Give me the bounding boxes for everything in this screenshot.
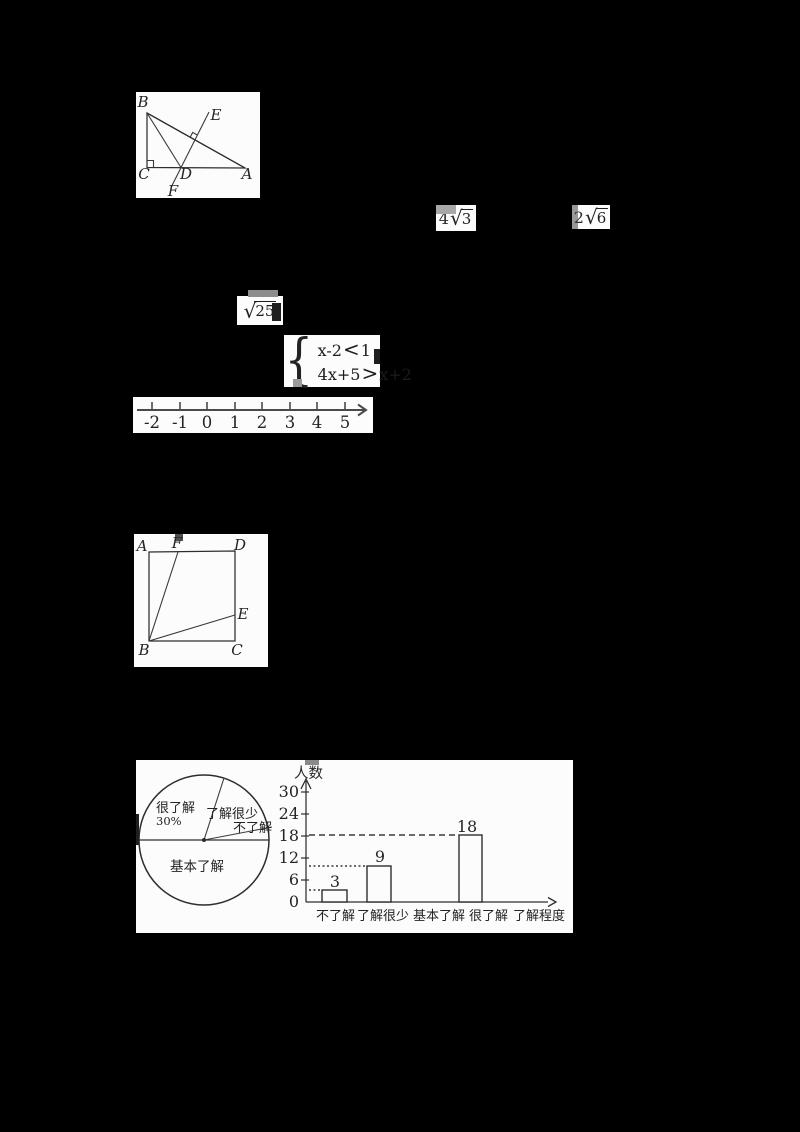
square-figure: A F D B E C <box>134 534 268 667</box>
y-axis-title: 人数 <box>294 765 323 782</box>
bars <box>321 834 483 903</box>
inequality-line-1: x-2<1 <box>318 338 412 362</box>
lhs: 4x+5 <box>317 365 361 384</box>
vertex-label-e: E <box>237 605 249 623</box>
inequality-line-2: 4x+5>x+2 <box>318 362 412 386</box>
x-category-label: 很了解 <box>469 909 508 924</box>
scan-artifact <box>248 290 278 297</box>
pie-label-not-familiar: 不了解 <box>233 821 272 836</box>
tick-label: 5 <box>340 413 351 432</box>
y-tick-label: 18 <box>279 826 299 845</box>
tick-label: 0 <box>202 413 213 432</box>
bar-value-label: 9 <box>375 847 385 866</box>
vertex-label-c: C <box>138 165 150 183</box>
vertex-label-c: C <box>231 641 243 659</box>
x-axis-title: 了解程度 <box>513 908 565 924</box>
x-category-labels: 不了解 了解很少 基本了解 很了解 了解程度 <box>316 908 565 924</box>
bar-value-label: 3 <box>330 872 340 891</box>
vertex-label-f: F <box>167 182 179 198</box>
radical-coefficient: 2 <box>573 207 584 227</box>
sqrt-icon: √ <box>243 298 257 323</box>
inequality-system: { x-2<1 4x+5>x+2 <box>284 328 412 393</box>
y-tick-label: 24 <box>279 804 299 823</box>
y-tick-marks <box>301 791 309 881</box>
pie-label-know-little: 了解很少 <box>206 807 258 822</box>
tick-label: -2 <box>144 413 160 432</box>
vertex-label-d: D <box>233 536 246 554</box>
scan-artifact <box>175 534 183 541</box>
segment-fe <box>170 111 210 188</box>
lhs: x-2 <box>317 341 342 360</box>
bar-not-familiar <box>321 889 348 903</box>
tick-label: 3 <box>285 413 296 432</box>
scan-artifact <box>136 814 139 845</box>
vertex-label-b: B <box>137 641 149 659</box>
square-outline <box>148 550 236 642</box>
y-tick-label: 0 <box>289 892 299 911</box>
scan-artifact-cropped-character <box>374 349 380 364</box>
number-line: -2 -1 0 1 2 3 4 5 <box>133 397 373 433</box>
bar-chart: 0 6 12 18 24 30 人数 3 9 18 不 <box>279 765 565 924</box>
pie-chart: 很了解 30% 了解很少 不了解 基本了解 <box>138 774 273 906</box>
greater-than-sign: > <box>361 361 379 385</box>
rhs: 1 <box>360 341 371 360</box>
tick-label: 4 <box>312 413 323 432</box>
tick-label: -1 <box>172 413 188 432</box>
segment-bd <box>146 112 182 168</box>
bar-know-little <box>366 865 392 903</box>
vertex-label-a: A <box>240 165 253 183</box>
tick-label: 1 <box>230 413 241 432</box>
vertex-label-f: F <box>171 534 183 552</box>
radicand: 3 <box>460 208 474 228</box>
x-category-label: 了解很少 <box>357 909 409 924</box>
pie-center-dot <box>202 838 206 842</box>
right-angle-mark-c <box>147 159 155 168</box>
inequality-lines: x-2<1 4x+5>x+2 <box>318 338 412 386</box>
scan-artifact <box>572 205 578 229</box>
left-brace-icon: { <box>284 328 314 393</box>
triangle-figure: B E C D A F <box>136 92 260 198</box>
radical-coefficient: 4 <box>438 208 449 228</box>
pie-label-basic-familiar: 基本了解 <box>170 858 224 875</box>
pie-percent-label: 30% <box>156 814 182 828</box>
rhs: x+2 <box>379 365 412 384</box>
x-category-label: 不了解 <box>316 909 355 924</box>
segment-be <box>148 614 236 642</box>
y-tick-labels: 0 6 12 18 24 30 <box>279 782 299 911</box>
segment-bf <box>148 551 179 642</box>
scan-artifact-cropped-character <box>272 303 281 321</box>
pie-sector-line-18deg <box>203 826 273 841</box>
less-than-sign: < <box>342 337 360 361</box>
pie-label-very-familiar: 很了解 <box>156 801 195 816</box>
expression-2-sqrt-6: 2 √ 6 <box>572 205 610 229</box>
arrow-right-icon <box>357 403 368 417</box>
bar-value-labels: 3 9 18 <box>330 817 477 891</box>
vertex-label-d: D <box>179 165 192 183</box>
vertex-label-e: E <box>210 106 222 124</box>
y-tick-label: 6 <box>289 870 299 889</box>
radicand: 25 <box>254 301 277 320</box>
x-category-label: 基本了解 <box>413 909 465 924</box>
arrow-up-icon <box>300 777 312 790</box>
y-tick-label: 30 <box>279 782 299 801</box>
scan-artifact <box>305 760 319 765</box>
tick-labels: -2 -1 0 1 2 3 4 5 <box>144 413 350 432</box>
vertex-label-a: A <box>135 537 148 555</box>
scan-artifact <box>436 205 456 214</box>
tick-label: 2 <box>257 413 268 432</box>
survey-figure: 很了解 30% 了解很少 不了解 基本了解 0 6 12 <box>136 760 573 933</box>
radicand: 6 <box>595 207 609 227</box>
y-tick-label: 12 <box>279 848 299 867</box>
bar-very-familiar <box>458 834 483 903</box>
vertex-label-b: B <box>136 93 148 111</box>
arrow-right-icon <box>547 896 558 908</box>
triangle-outline <box>146 111 248 169</box>
scan-artifact <box>293 379 302 387</box>
tick-marks <box>151 402 346 410</box>
bar-value-label: 18 <box>457 817 477 836</box>
pie-sector-line-72deg <box>203 777 225 841</box>
right-angle-mark-on-ab <box>189 131 198 138</box>
sqrt-icon: √ <box>584 205 598 229</box>
